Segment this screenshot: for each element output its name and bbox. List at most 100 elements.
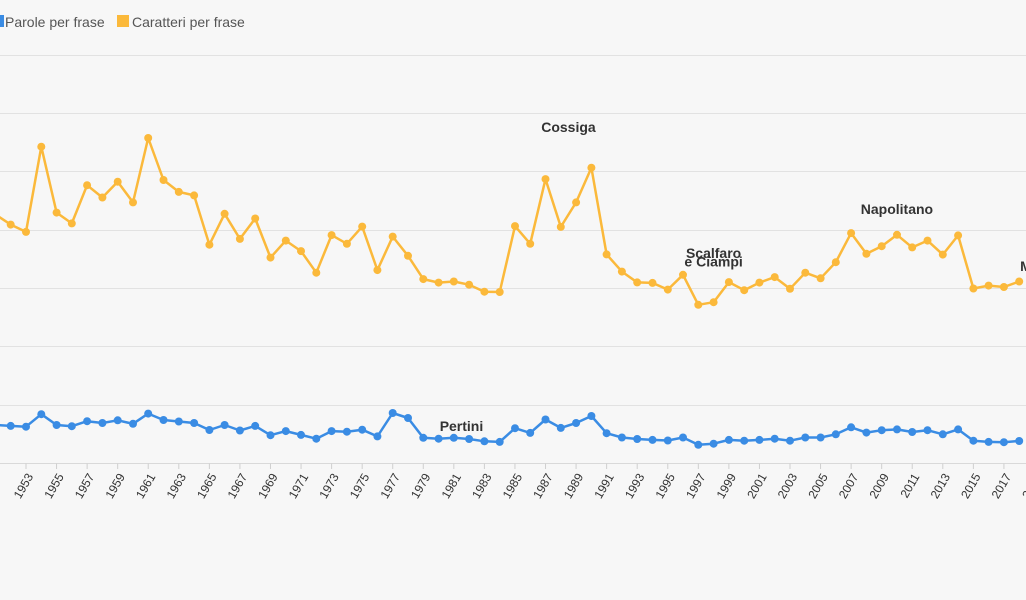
data-point-caratteri[interactable] (465, 280, 474, 289)
data-point-parole[interactable] (266, 431, 275, 440)
data-point-parole[interactable] (22, 422, 30, 431)
data-point-caratteri[interactable] (434, 278, 443, 287)
data-point-parole[interactable] (327, 427, 336, 436)
data-point-caratteri[interactable] (694, 300, 703, 309)
data-point-parole[interactable] (312, 434, 321, 443)
data-point-parole[interactable] (404, 414, 412, 422)
data-point-parole[interactable] (52, 421, 61, 429)
data-point-caratteri[interactable] (281, 236, 290, 245)
data-point-caratteri[interactable] (495, 288, 504, 296)
data-point-caratteri[interactable] (648, 278, 657, 287)
data-point-caratteri[interactable] (908, 243, 917, 252)
data-point-parole[interactable] (908, 428, 917, 436)
data-point-parole[interactable] (388, 409, 397, 417)
data-point-caratteri[interactable] (770, 273, 779, 282)
data-point-parole[interactable] (235, 426, 244, 435)
data-point-parole[interactable] (831, 430, 840, 439)
data-point-caratteri[interactable] (113, 177, 122, 186)
data-point-caratteri[interactable] (419, 275, 428, 284)
data-point-parole[interactable] (786, 436, 794, 445)
data-point-parole[interactable] (449, 433, 458, 442)
data-point-parole[interactable] (6, 421, 15, 430)
data-point-caratteri[interactable] (52, 208, 61, 217)
data-point-parole[interactable] (617, 433, 626, 442)
data-point-parole[interactable] (801, 433, 810, 442)
data-point-parole[interactable] (434, 434, 443, 443)
data-point-parole[interactable] (755, 435, 764, 444)
data-point-parole[interactable] (740, 436, 749, 445)
data-point-parole[interactable] (572, 419, 581, 427)
data-point-caratteri[interactable] (801, 268, 810, 277)
data-point-caratteri[interactable] (205, 240, 214, 249)
data-point-caratteri[interactable] (602, 250, 611, 259)
data-point-parole[interactable] (893, 425, 901, 434)
data-point-parole[interactable] (174, 417, 183, 426)
data-point-parole[interactable] (954, 425, 963, 434)
data-point-parole[interactable] (113, 416, 122, 425)
data-point-caratteri[interactable] (541, 175, 550, 184)
data-point-caratteri[interactable] (1015, 277, 1024, 286)
data-point-caratteri[interactable] (954, 231, 963, 240)
data-point-parole[interactable] (358, 425, 367, 434)
data-point-caratteri[interactable] (449, 277, 458, 286)
data-point-caratteri[interactable] (511, 222, 519, 231)
data-point-caratteri[interactable] (174, 187, 183, 196)
data-point-caratteri[interactable] (923, 236, 932, 245)
data-point-caratteri[interactable] (587, 163, 596, 172)
data-point-caratteri[interactable] (190, 191, 199, 200)
data-point-parole[interactable] (923, 426, 932, 435)
data-point-caratteri[interactable] (98, 193, 107, 202)
data-point-parole[interactable] (648, 435, 657, 444)
data-point-caratteri[interactable] (297, 247, 305, 256)
data-point-caratteri[interactable] (679, 270, 687, 279)
data-point-parole[interactable] (709, 439, 718, 448)
data-point-parole[interactable] (144, 409, 153, 418)
data-point-parole[interactable] (190, 419, 199, 427)
data-point-parole[interactable] (67, 422, 76, 431)
legend-item-caratteri[interactable]: Caratteri per frase (117, 14, 245, 30)
data-point-caratteri[interactable] (37, 142, 46, 151)
data-point-caratteri[interactable] (862, 249, 871, 258)
data-point-caratteri[interactable] (663, 285, 672, 294)
data-point-parole[interactable] (602, 429, 611, 438)
data-point-parole[interactable] (373, 432, 382, 441)
data-point-caratteri[interactable] (235, 234, 244, 243)
data-point-parole[interactable] (587, 412, 596, 420)
data-point-caratteri[interactable] (22, 227, 30, 236)
data-point-parole[interactable] (694, 440, 703, 449)
data-point-parole[interactable] (129, 419, 137, 428)
data-point-caratteri[interactable] (266, 253, 275, 262)
data-point-parole[interactable] (465, 435, 474, 443)
data-point-parole[interactable] (816, 433, 825, 442)
data-point-parole[interactable] (281, 427, 290, 436)
data-point-caratteri[interactable] (709, 298, 718, 307)
legend-item-parole[interactable]: Parole per frase (0, 14, 105, 30)
data-point-caratteri[interactable] (159, 176, 168, 184)
data-point-caratteri[interactable] (526, 239, 535, 248)
data-point-parole[interactable] (633, 435, 642, 443)
data-point-caratteri[interactable] (327, 231, 336, 240)
data-point-caratteri[interactable] (572, 198, 581, 207)
data-point-parole[interactable] (419, 433, 428, 442)
data-point-caratteri[interactable] (6, 220, 15, 229)
data-point-caratteri[interactable] (877, 242, 886, 251)
data-point-caratteri[interactable] (938, 250, 947, 259)
data-point-parole[interactable] (847, 423, 856, 432)
data-point-caratteri[interactable] (83, 181, 92, 190)
data-point-caratteri[interactable] (404, 251, 412, 260)
data-point-caratteri[interactable] (617, 267, 626, 276)
data-point-caratteri[interactable] (342, 239, 351, 248)
data-point-parole[interactable] (205, 426, 214, 434)
data-point-parole[interactable] (969, 436, 978, 445)
data-point-caratteri[interactable] (556, 222, 565, 231)
data-point-parole[interactable] (83, 417, 92, 426)
data-point-caratteri[interactable] (373, 266, 382, 275)
data-point-parole[interactable] (511, 424, 519, 433)
data-point-caratteri[interactable] (786, 284, 794, 293)
data-point-caratteri[interactable] (358, 222, 367, 231)
data-point-parole[interactable] (679, 433, 687, 442)
data-point-parole[interactable] (862, 428, 871, 437)
data-point-parole[interactable] (663, 436, 672, 445)
data-point-parole[interactable] (37, 410, 46, 419)
data-point-caratteri[interactable] (969, 284, 978, 293)
